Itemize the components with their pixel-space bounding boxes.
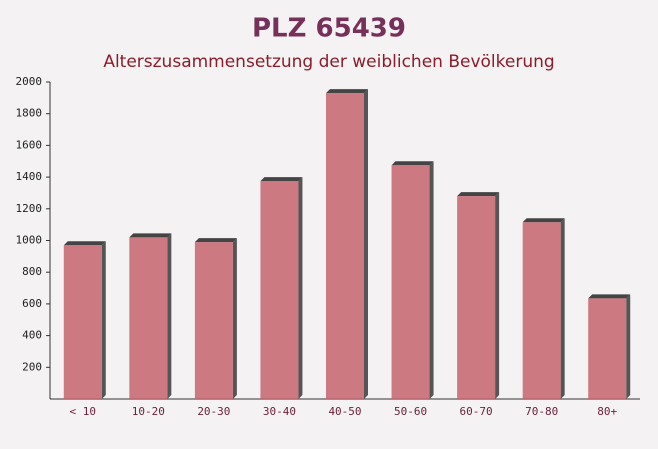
bar xyxy=(522,222,561,399)
x-tick-label: 70-80 xyxy=(525,405,558,418)
bar-top xyxy=(194,238,237,243)
x-tick-label: 10-20 xyxy=(132,405,165,418)
x-tick-label: 30-40 xyxy=(263,405,296,418)
bar-top xyxy=(588,294,631,299)
bar-side xyxy=(232,238,237,399)
bar-top xyxy=(326,89,368,94)
y-tick-label: 1000 xyxy=(16,234,43,247)
bar-side xyxy=(560,218,565,399)
bar-top xyxy=(63,241,106,246)
bar-top xyxy=(522,218,565,223)
bar xyxy=(326,93,364,399)
y-tick-label: 1200 xyxy=(16,202,43,215)
y-tick-label: 1800 xyxy=(16,107,43,120)
bar-side xyxy=(626,294,631,399)
x-tick-label: 80+ xyxy=(597,405,617,418)
x-tick-label: 20-30 xyxy=(197,405,230,418)
bar-side xyxy=(495,192,500,399)
x-tick-label: 40-50 xyxy=(328,405,361,418)
bar-side xyxy=(364,89,368,399)
bar-top xyxy=(129,233,172,238)
bar-side xyxy=(167,233,172,399)
x-tick-label: < 10 xyxy=(70,405,97,418)
x-tick-label: 60-70 xyxy=(460,405,493,418)
chart-subtitle: Alterszusammensetzung der weiblichen Bev… xyxy=(103,52,554,72)
x-tick-label: 50-60 xyxy=(394,405,427,418)
y-tick-label: 600 xyxy=(22,297,42,310)
bar-top xyxy=(260,177,303,182)
bar-side xyxy=(429,161,434,399)
y-tick-label: 400 xyxy=(22,329,42,342)
bar xyxy=(588,298,627,399)
bar-side xyxy=(101,241,106,399)
bar xyxy=(391,165,430,399)
bar xyxy=(129,237,168,399)
y-tick-label: 1600 xyxy=(16,138,43,151)
bar-top xyxy=(391,161,434,166)
y-tick-label: 800 xyxy=(22,265,42,278)
bar xyxy=(457,196,496,399)
y-tick-label: 1400 xyxy=(16,170,43,183)
y-tick-label: 2000 xyxy=(16,75,43,88)
bar xyxy=(194,242,233,399)
bar xyxy=(260,181,299,399)
bar-side xyxy=(298,177,303,399)
bar xyxy=(63,245,102,399)
chart-title: PLZ 65439 xyxy=(252,14,406,44)
bar-top xyxy=(457,192,500,197)
y-tick-label: 200 xyxy=(22,360,42,373)
